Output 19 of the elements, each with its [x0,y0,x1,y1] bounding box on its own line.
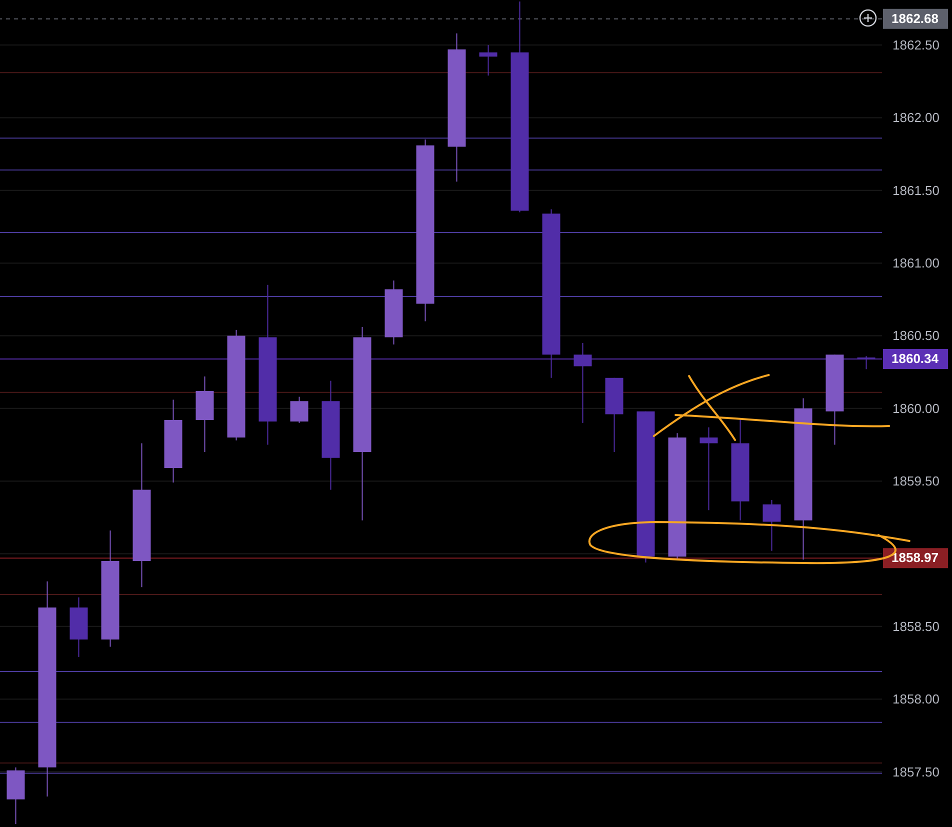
y-tick-label: 1860.50 [892,328,940,344]
y-tick-label: 1860.00 [892,400,940,416]
candlestick [857,356,876,370]
ref-line-label: 1862.68 [892,10,938,26]
candlestick [762,499,781,552]
y-tick-label: 1859.50 [892,474,940,489]
ref-line-label: 1860.34 [892,350,940,366]
y-tick-label: 1862.00 [892,110,940,126]
y-tick-label: 1861.50 [892,182,940,198]
candlestick [479,44,498,76]
candlestick [290,396,308,424]
y-tick-label: 1858.00 [892,692,940,707]
candlestick [700,426,718,511]
y-tick-label: 1857.50 [892,764,940,780]
candlestick [574,342,592,424]
y-tick-label: 1861.00 [892,256,940,271]
y-tick-label: 1858.50 [892,618,940,634]
y-tick-label: 1862.50 [892,38,940,53]
ref-line-label: 1858.97 [892,550,938,566]
